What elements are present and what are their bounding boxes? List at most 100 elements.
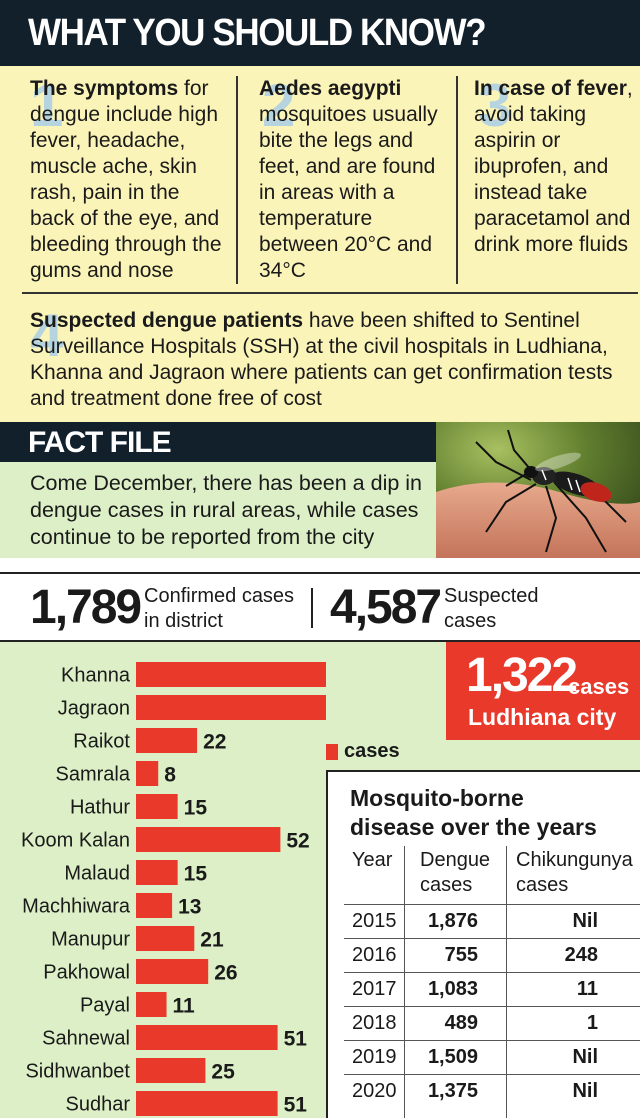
table-title-line: disease over the years — [350, 814, 597, 840]
confirmed-label-line: Confirmed cases — [144, 585, 295, 607]
bar-value-label: 15 — [184, 797, 208, 820]
mosquito-illustration — [436, 422, 640, 558]
cell-dengue: 1,375 — [427, 1080, 478, 1102]
cell-chikungunya: Nil — [572, 910, 598, 932]
table-title: Mosquito-borne disease over the years — [350, 784, 597, 842]
bar — [136, 662, 326, 687]
divider — [22, 292, 638, 294]
table-row: 2019 1,509 Nil — [344, 1040, 640, 1074]
table-row: 2015 1,876 Nil — [344, 904, 640, 938]
bar-value-label: 22 — [203, 731, 226, 754]
bar — [136, 794, 178, 819]
fact-file-title: FACT FILE — [28, 426, 172, 459]
bar — [136, 959, 209, 984]
bar — [136, 1025, 278, 1050]
bar-value-label: 26 — [214, 962, 237, 985]
bar-category-label: Malaud — [64, 863, 130, 885]
cell-year: 2019 — [352, 1046, 397, 1068]
legend-swatch — [326, 744, 338, 760]
city-cases-number: 1,322 — [466, 649, 578, 702]
cell-dengue: 1,509 — [427, 1046, 478, 1068]
suspected-label-line: Suspected — [444, 585, 539, 607]
tip-number-3: 3 — [478, 72, 512, 139]
tip-1-text: for dengue include high fever, headache,… — [30, 77, 222, 282]
fact-file-text: Come December, there has been a dip in d… — [30, 471, 423, 549]
confirmed-label-line: in district — [144, 610, 223, 632]
tip-number-1: 1 — [30, 72, 64, 139]
tips-panel: 1 The symptoms for dengue include high f… — [0, 66, 640, 422]
page-title: WHAT YOU SHOULD KNOW? — [28, 12, 487, 54]
table-title-line: Mosquito-borne — [350, 785, 524, 811]
bar-chart: Khanna85Jagraon72Raikot22Samrala8Hathur1… — [21, 662, 326, 1117]
column-divider — [404, 846, 405, 1118]
bar-category-label: Payal — [80, 995, 130, 1017]
cell-dengue: 755 — [444, 944, 478, 966]
bar-value-label: 15 — [184, 863, 208, 886]
confirmed-count: 1,789 — [30, 581, 142, 634]
bar-value-label: 51 — [284, 1094, 308, 1117]
fact-file-body: Come December, there has been a dip in d… — [0, 462, 436, 558]
cell-year: 2020 — [352, 1080, 397, 1102]
case-counts: 1,789 Confirmed cases in district 4,587 … — [0, 572, 640, 642]
bar-value-label: 25 — [211, 1061, 235, 1084]
col-header-chikungunya: Chikungunya cases — [516, 848, 633, 898]
bar — [136, 860, 178, 885]
col-header-line: Dengue — [420, 849, 491, 871]
col-header-dengue: Dengue cases — [420, 848, 490, 898]
bar — [136, 1091, 278, 1116]
cell-chikungunya: 1 — [586, 1012, 598, 1034]
bar-value-label: 21 — [200, 929, 224, 952]
tip-3-heading: In case of fever — [474, 77, 627, 100]
bar — [136, 695, 326, 720]
tip-1: The symptoms for dengue include high fev… — [30, 76, 226, 284]
table-row: 2016 755 248 — [344, 938, 640, 972]
bar-value-label: 11 — [173, 995, 196, 1018]
cell-year: 2017 — [352, 978, 397, 1000]
bar — [136, 728, 198, 753]
bar — [136, 926, 195, 951]
bar — [136, 1058, 206, 1083]
bar-category-label: Sahnewal — [42, 1028, 130, 1050]
tip-2-text: mosquitoes usually bite the legs and fee… — [259, 103, 438, 282]
header-bar: WHAT YOU SHOULD KNOW? — [0, 0, 640, 66]
tip-2: Aedes aegypti mosquitoes usually bite th… — [259, 76, 445, 284]
bar-value-label: 51 — [284, 1028, 308, 1051]
yearly-disease-table: Mosquito-borne disease over the years Ye… — [326, 770, 640, 1118]
tip-2-heading: Aedes aegypti — [259, 77, 402, 100]
tip-4-heading: Suspected dengue patients — [30, 309, 304, 332]
cell-chikungunya: Nil — [572, 1080, 598, 1102]
mosquito-photo — [436, 422, 640, 558]
cell-dengue: 1,083 — [427, 978, 478, 1000]
col-header-year: Year — [352, 849, 393, 871]
bar-value-label: 52 — [286, 830, 309, 853]
tip-3: In case of fever, avoid taking aspirin o… — [474, 76, 636, 258]
bar-category-label: Manupur — [51, 929, 130, 951]
tip-1-heading: The symptoms — [30, 77, 179, 100]
bar — [136, 992, 167, 1017]
bar-category-label: Samrala — [56, 764, 131, 786]
bar-category-label: Sidhwanbet — [25, 1061, 130, 1083]
divider — [311, 588, 313, 628]
column-divider — [506, 846, 507, 1118]
bar-category-label: Jagraon — [58, 698, 130, 720]
bar-category-label: Hathur — [70, 797, 130, 819]
col-header-line: Chikungunya — [516, 849, 633, 871]
divider — [456, 76, 458, 284]
tip-4-text: have been shifted to Sentinel Surveillan… — [30, 309, 613, 410]
cell-dengue: 1,876 — [427, 910, 478, 932]
tip-number-2: 2 — [262, 72, 296, 139]
table-row: 2017 1,083 11 — [344, 972, 640, 1006]
fact-file-bar: FACT FILE — [0, 422, 436, 462]
cell-year: 2018 — [352, 1012, 397, 1034]
suspected-label: Suspected cases — [444, 584, 539, 634]
cell-chikungunya: 248 — [564, 944, 598, 966]
bar — [136, 893, 173, 918]
cell-chikungunya: Nil — [572, 1046, 598, 1068]
tip-3-text: , avoid taking aspirin or ibuprofen, and… — [474, 77, 633, 256]
tip-4: Suspected dengue patients have been shif… — [30, 308, 636, 412]
cell-year: 2015 — [352, 910, 397, 932]
bar-category-label: Machhiwara — [22, 896, 131, 918]
cell-dengue: 489 — [444, 1012, 478, 1034]
bar-value-label: 13 — [178, 896, 201, 919]
table-row: 2018 489 1 — [344, 1006, 640, 1040]
